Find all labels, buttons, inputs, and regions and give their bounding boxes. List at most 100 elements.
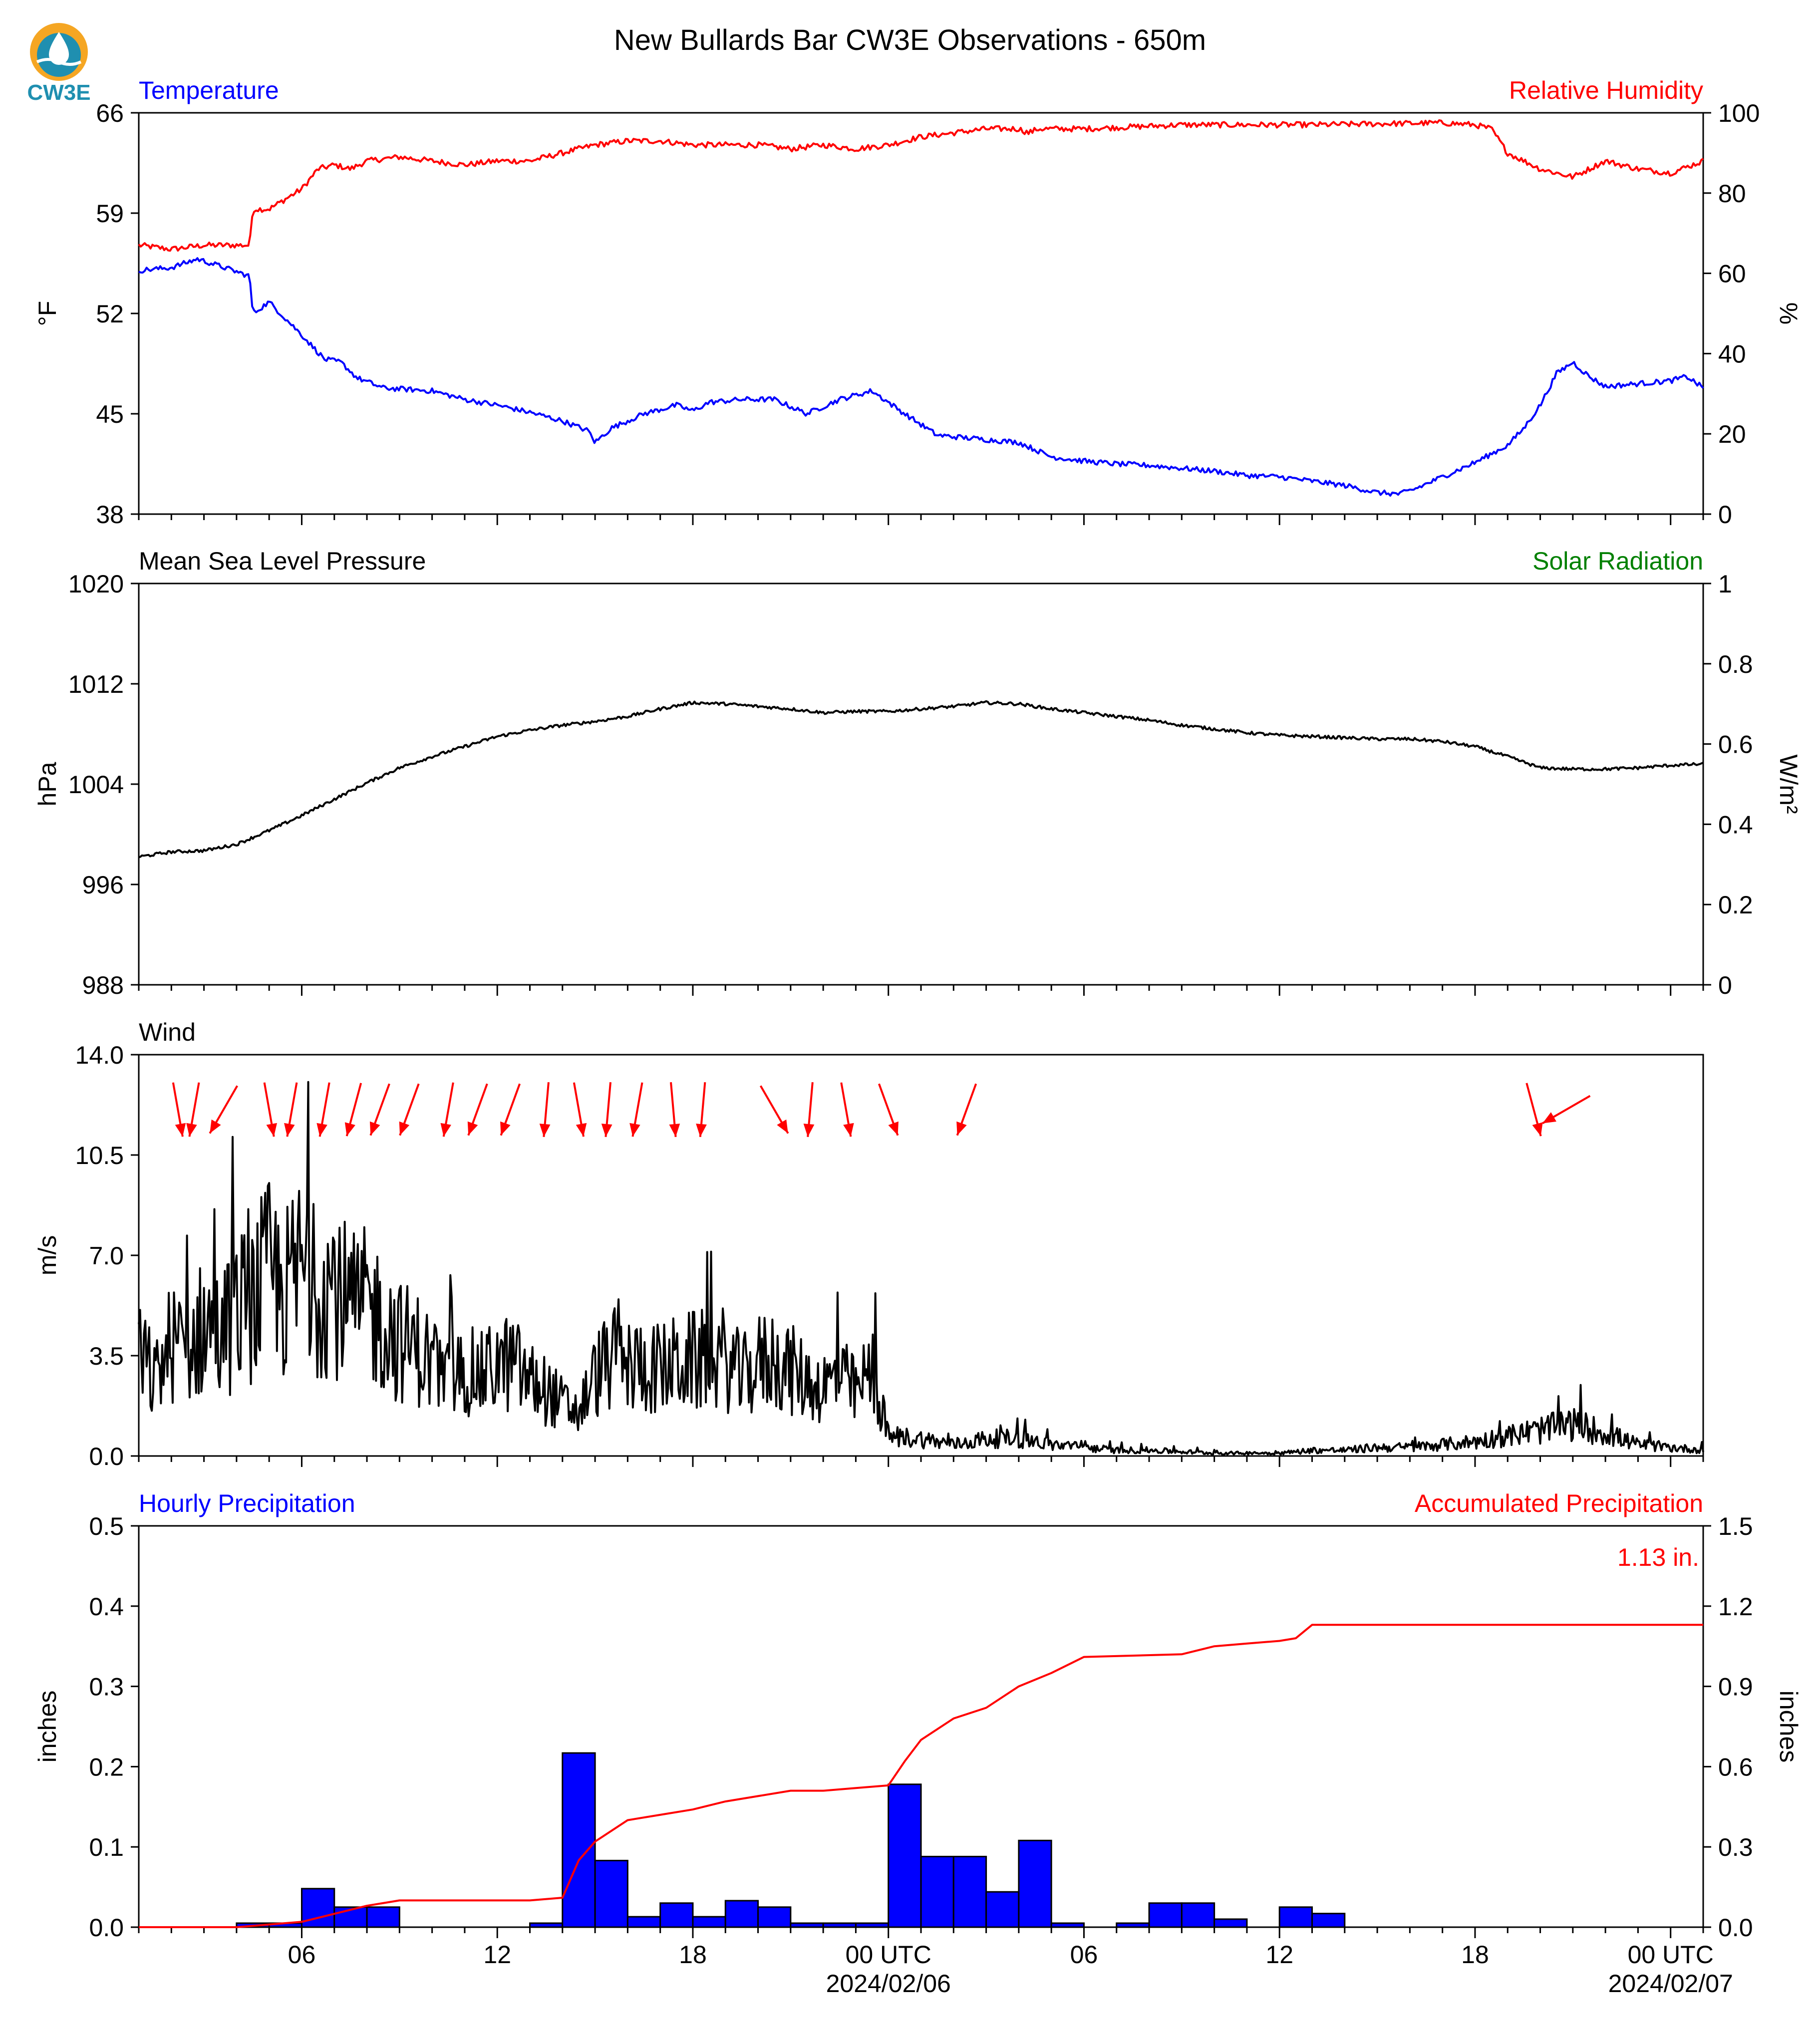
y-right-tick-label: 0.2 — [1718, 891, 1753, 919]
y-tick-label: 66 — [96, 99, 124, 127]
panel-right-title: Relative Humidity — [1509, 76, 1703, 104]
precip-bar — [626, 1916, 661, 1928]
y-right-tick-label: 100 — [1718, 99, 1760, 127]
y-tick-label: 0.0 — [89, 1914, 124, 1942]
wind-arrow-head — [669, 1124, 680, 1137]
wind-arrow-head — [500, 1121, 511, 1136]
y-axis-label: m/s — [33, 1235, 61, 1276]
y-tick-label: 0.1 — [89, 1833, 124, 1861]
wind-arrow — [500, 1083, 521, 1136]
precip-bar — [724, 1900, 759, 1928]
y-tick-label: 14.0 — [75, 1041, 124, 1069]
panel-left-title: Temperature — [139, 76, 279, 104]
precip-bar — [1148, 1902, 1183, 1928]
y-tick-label: 7.0 — [89, 1242, 124, 1270]
y-tick-label: 3.5 — [89, 1342, 124, 1370]
precip-bar — [529, 1922, 564, 1928]
precip-bar — [1278, 1906, 1313, 1928]
wind-arrow-head — [539, 1124, 551, 1137]
wind-arrow — [803, 1082, 815, 1137]
y-right-tick-label: 60 — [1718, 260, 1746, 288]
panel-pressure-solar: 988 996 1004 1012 1020 0 0.2 0.4 0.6 0.8 1 Mean Sea… — [33, 547, 1803, 999]
precip-bar — [333, 1906, 368, 1928]
y-tick-label: 0.4 — [89, 1593, 124, 1621]
y-right-axis-label: W/m² — [1775, 754, 1803, 814]
y-right-tick-label: 0.8 — [1718, 650, 1753, 678]
y-right-tick-label: 0.6 — [1718, 1753, 1753, 1781]
y-tick-label: 1004 — [68, 771, 124, 799]
wind-arrow — [263, 1082, 277, 1137]
y-right-tick-label: 0 — [1718, 971, 1732, 999]
wind-arrow — [440, 1082, 454, 1137]
wind-arrow — [284, 1082, 298, 1137]
panel-right-title: Solar Radiation — [1532, 547, 1703, 575]
series-wind-speed — [138, 1081, 1704, 1456]
x-date-label: 2024/02/06 — [826, 1970, 951, 1998]
precip-bar — [920, 1855, 954, 1928]
wind-arrow-head — [467, 1121, 478, 1136]
wind-arrow-head — [576, 1123, 587, 1137]
wind-arrow-head — [175, 1123, 186, 1137]
panel-left-title: Hourly Precipitation — [139, 1489, 355, 1517]
wind-arrow-head — [956, 1121, 967, 1136]
y-right-tick-label: 20 — [1718, 420, 1746, 448]
x-date-label: 2024/02/07 — [1608, 1970, 1733, 1998]
wind-arrow — [759, 1085, 789, 1134]
panel-wind: 0.0 3.5 7.0 10.5 14.0 Wind m/s — [33, 1018, 1704, 1470]
y-tick-label: 59 — [96, 200, 124, 228]
precip-bar — [888, 1783, 922, 1928]
y-tick-label: 10.5 — [75, 1142, 124, 1169]
wind-arrow — [1525, 1083, 1543, 1137]
y-right-axis-label: inches — [1775, 1691, 1803, 1763]
chart-title: New Bullards Bar CW3E Observations - 650… — [614, 24, 1206, 56]
y-right-tick-label: 0.9 — [1718, 1673, 1753, 1701]
y-tick-label: 0.3 — [89, 1673, 124, 1701]
wind-arrow-head — [284, 1123, 295, 1137]
y-tick-label: 1012 — [68, 670, 124, 698]
y-right-tick-label: 0.3 — [1718, 1833, 1753, 1861]
y-right-tick-label: 40 — [1718, 340, 1746, 368]
wind-arrow-head — [843, 1123, 854, 1137]
x-tick-label: 00 UTC — [1628, 1941, 1714, 1969]
precip-bar — [562, 1752, 596, 1928]
wind-arrow-head — [266, 1123, 277, 1137]
series-accumulated-precipitation — [139, 1624, 1703, 1928]
y-tick-label: 0.0 — [89, 1443, 124, 1470]
x-tick-label: 12 — [483, 1941, 511, 1969]
y-tick-label: 45 — [96, 400, 124, 428]
wind-arrow — [539, 1082, 551, 1137]
wind-arrow-head — [777, 1119, 788, 1134]
x-tick-label: 12 — [1265, 1941, 1293, 1969]
y-tick-label: 988 — [82, 971, 124, 999]
accumulated-total-label: 1.13 in. — [1617, 1543, 1699, 1571]
precip-bar — [1311, 1913, 1346, 1928]
precip-bar — [952, 1855, 987, 1928]
series-pressure — [138, 700, 1704, 859]
wind-arrow — [573, 1082, 587, 1137]
y-right-tick-label: 1 — [1718, 570, 1732, 598]
wind-arrow-head — [344, 1122, 355, 1137]
logo-drop-icon — [49, 32, 69, 65]
wind-arrow-head — [803, 1124, 815, 1137]
precip-bar — [594, 1860, 628, 1928]
x-tick-label: 18 — [1461, 1941, 1489, 1969]
y-right-tick-label: 1.2 — [1718, 1593, 1753, 1621]
precip-bar — [1050, 1922, 1085, 1928]
precip-bar — [692, 1916, 726, 1928]
wind-arrow — [840, 1082, 854, 1137]
precip-bar — [855, 1922, 890, 1928]
wind-arrow — [316, 1082, 330, 1137]
precip-bar — [1116, 1922, 1150, 1928]
cw3e-logo: CW3E — [27, 23, 91, 105]
wind-arrow-head — [1532, 1122, 1543, 1137]
wind-arrow — [186, 1082, 200, 1137]
x-tick-label: 06 — [288, 1941, 316, 1969]
wind-arrow — [629, 1082, 643, 1137]
panel-left-title: Mean Sea Level Pressure — [139, 547, 426, 575]
precip-bar — [1181, 1902, 1215, 1928]
wind-arrow-head — [629, 1123, 640, 1137]
wind-arrow-head — [440, 1123, 451, 1137]
wind-arrow — [344, 1083, 362, 1137]
wind-arrow-head — [210, 1119, 221, 1134]
precip-bar — [790, 1922, 824, 1928]
